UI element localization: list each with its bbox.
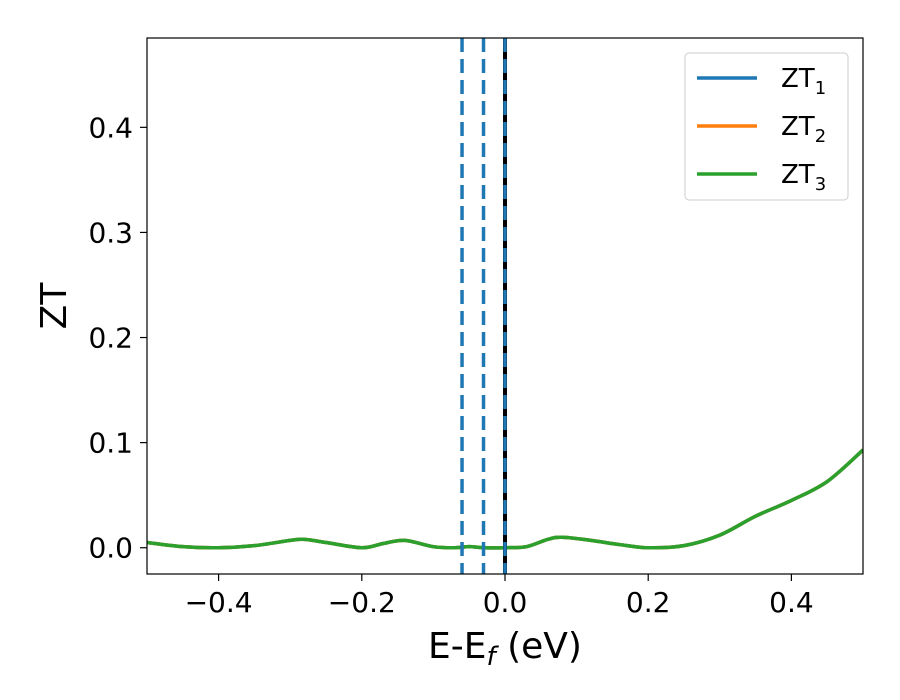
legend-label-zt3: ZT3 [781, 160, 826, 195]
x-axis-title: E-Ef (eV) [428, 626, 582, 672]
legend-box [684, 52, 849, 201]
legend: ZT1 ZT2 ZT3 [684, 52, 849, 201]
y-tick-label: 0.3 [88, 216, 133, 249]
x-axis-ticks: −0.4 −0.2 0.0 0.2 0.4 [185, 574, 814, 619]
legend-label-zt1: ZT1 [781, 64, 826, 99]
x-axis-title-unit: (eV) [496, 626, 582, 667]
x-tick-label: 0.4 [769, 586, 814, 619]
legend-label-zt2: ZT2 [781, 112, 826, 147]
x-tick-label: −0.2 [328, 586, 396, 619]
x-tick-label: 0.0 [483, 586, 528, 619]
y-tick-label: 0.0 [88, 532, 133, 565]
y-tick-label: 0.4 [88, 111, 133, 144]
x-axis-title-main: E-E [428, 626, 486, 667]
y-tick-label: 0.1 [88, 427, 133, 460]
y-axis-title: ZT [34, 282, 75, 330]
x-tick-label: −0.4 [185, 586, 253, 619]
reference-lines [460, 38, 507, 574]
y-axis-ticks: 0.0 0.1 0.2 0.3 0.4 [88, 111, 147, 565]
x-tick-label: 0.2 [626, 586, 671, 619]
y-tick-label: 0.2 [88, 322, 133, 355]
